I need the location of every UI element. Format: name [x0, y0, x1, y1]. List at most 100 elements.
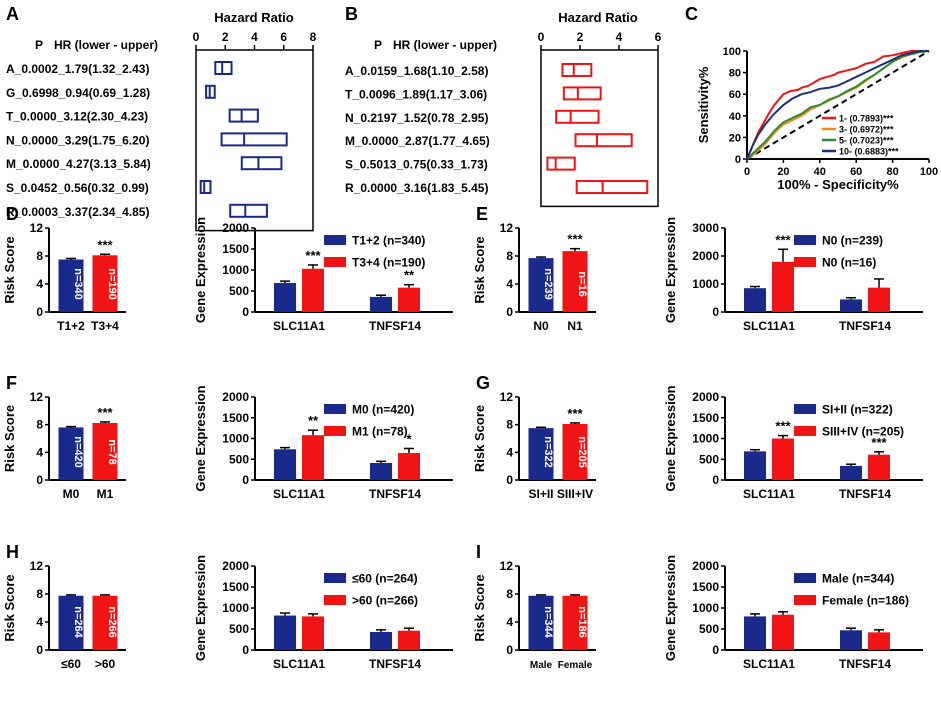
risk-category-label: M0 — [63, 487, 80, 501]
gene-legend-swatch — [324, 235, 346, 245]
risk-y-label: Risk Score — [472, 236, 487, 303]
gene-category-label: SLC11A1 — [743, 657, 795, 671]
forest-ci-box — [574, 133, 633, 148]
risk-category-label: T1+2 — [57, 319, 85, 333]
forest-axis-tick-label: 6 — [655, 30, 662, 44]
risk-y-label: Risk Score — [2, 405, 17, 472]
gene-bar — [274, 615, 296, 650]
roc-y-tick-label: 40 — [729, 111, 741, 123]
risk-category-label: >60 — [95, 657, 116, 671]
gene-bar — [274, 283, 296, 312]
gene-y-tick-label: 0 — [242, 473, 249, 487]
gene-y-tick-label: 500 — [699, 452, 719, 466]
risk-bar-n-label: n=322 — [542, 436, 554, 468]
gene-bar — [744, 616, 766, 650]
risk-bar — [58, 595, 84, 650]
forest-row-label: T_0.0096_1.89(1.17_3.06) — [345, 87, 487, 101]
roc-y-tick-label: 60 — [729, 89, 741, 101]
gene-legend-swatch — [324, 573, 346, 583]
gene-y-tick-label: 1000 — [222, 432, 249, 446]
risk-bar-n-label: n=205 — [576, 436, 588, 468]
gene-y-tick-label: 2000 — [692, 390, 719, 404]
forest-ci-box — [561, 63, 593, 77]
gene-y-tick-label: 500 — [229, 622, 249, 636]
gene-bar — [744, 288, 766, 312]
gene-bar — [840, 465, 862, 480]
panel-letter: I — [476, 542, 481, 562]
forest-row-label: M_0.0000_4.27(3.13_5.84) — [6, 157, 151, 171]
roc-legend-label: 5- (0.7023)*** — [839, 136, 894, 146]
roc-x-tick-label: 100 — [920, 166, 938, 178]
risk-significance: *** — [97, 405, 113, 420]
risk-bar — [58, 259, 84, 312]
gene-legend-swatch — [794, 426, 816, 436]
risk-y-tick-label: 4 — [36, 277, 43, 291]
gene-bar — [398, 287, 420, 312]
roc-y-tick-label: 0 — [735, 154, 741, 166]
gene-y-tick-label: 2000 — [222, 221, 249, 235]
gene-legend-label: >60 (n=266) — [352, 594, 418, 608]
forest-ci-box — [240, 156, 283, 171]
gene-y-label: Gene Expression — [193, 385, 208, 491]
forest-axis-tick-label: 8 — [310, 30, 317, 44]
gene-y-tick-label: 1000 — [692, 277, 719, 291]
panel-letter: F — [6, 373, 17, 393]
forest-row-label: A_0.0159_1.68(1.10_2.58) — [345, 64, 488, 78]
gene-category-label: SLC11A1 — [273, 487, 325, 501]
gene-bar — [302, 616, 324, 650]
gene-bar — [302, 268, 324, 312]
risk-bar — [92, 422, 118, 480]
gene-y-tick-label: 500 — [229, 452, 249, 466]
forest-row-label: N_0.2197_1.52(0.78_2.95) — [345, 111, 488, 125]
gene-y-label: Gene Expression — [663, 555, 678, 661]
forest-row-label: S_0.0452_0.56(0.32_0.99) — [6, 181, 149, 195]
roc-y-tick-label: 100 — [723, 46, 741, 58]
p-header: P — [374, 38, 382, 52]
gene-category-label: SLC11A1 — [273, 319, 325, 333]
gene-y-tick-label: 1000 — [692, 432, 719, 446]
gene-legend-label: ≤60 (n=264) — [352, 572, 418, 586]
gene-y-tick-label: 0 — [242, 643, 249, 657]
risk-y-tick-label: 8 — [36, 249, 43, 263]
gene-y-tick-label: 2000 — [222, 390, 249, 404]
risk-bar-n-label: n=16 — [576, 271, 588, 296]
gene-category-label: TNFSF14 — [369, 487, 421, 501]
gene-y-tick-label: 500 — [229, 284, 249, 298]
risk-bar — [562, 251, 588, 312]
gene-y-tick-label: 1000 — [222, 601, 249, 615]
gene-legend-swatch — [794, 573, 816, 583]
risk-y-label: Risk Score — [472, 574, 487, 641]
gene-y-label: Gene Expression — [663, 217, 678, 323]
forest-axis-tick-label: 2 — [577, 30, 584, 44]
risk-bar — [528, 595, 554, 650]
gene-y-tick-label: 0 — [712, 473, 719, 487]
risk-y-tick-label: 12 — [500, 390, 514, 404]
risk-significance: *** — [567, 232, 583, 247]
risk-category-label: M1 — [97, 487, 114, 501]
gene-y-tick-label: 1500 — [222, 411, 249, 425]
gene-legend-swatch — [324, 404, 346, 414]
gene-bar — [868, 632, 890, 650]
roc-y-tick-label: 80 — [729, 68, 741, 80]
gene-legend-swatch — [794, 257, 816, 267]
gene-bar — [772, 614, 794, 650]
panel-letter: G — [476, 373, 490, 393]
gene-legend-swatch — [324, 426, 346, 436]
forest-ci-box — [228, 108, 259, 123]
roc-legend-label: 3- (0.6972)*** — [839, 125, 894, 135]
panel-letter: H — [6, 542, 19, 562]
risk-y-tick-label: 12 — [500, 559, 514, 573]
gene-category-label: TNFSF14 — [839, 657, 891, 671]
risk-y-tick-label: 0 — [506, 643, 513, 657]
roc-x-tick-label: 40 — [814, 166, 826, 178]
gene-category-label: SLC11A1 — [743, 319, 795, 333]
roc-curve-10-year — [746, 50, 929, 160]
gene-y-tick-label: 0 — [242, 305, 249, 319]
risk-bar — [92, 255, 118, 312]
gene-bar — [840, 299, 862, 312]
risk-bar-n-label: n=344 — [542, 606, 554, 638]
gene-significance: *** — [871, 435, 887, 450]
gene-y-tick-label: 1500 — [222, 580, 249, 594]
roc-x-tick-label: 60 — [850, 166, 862, 178]
